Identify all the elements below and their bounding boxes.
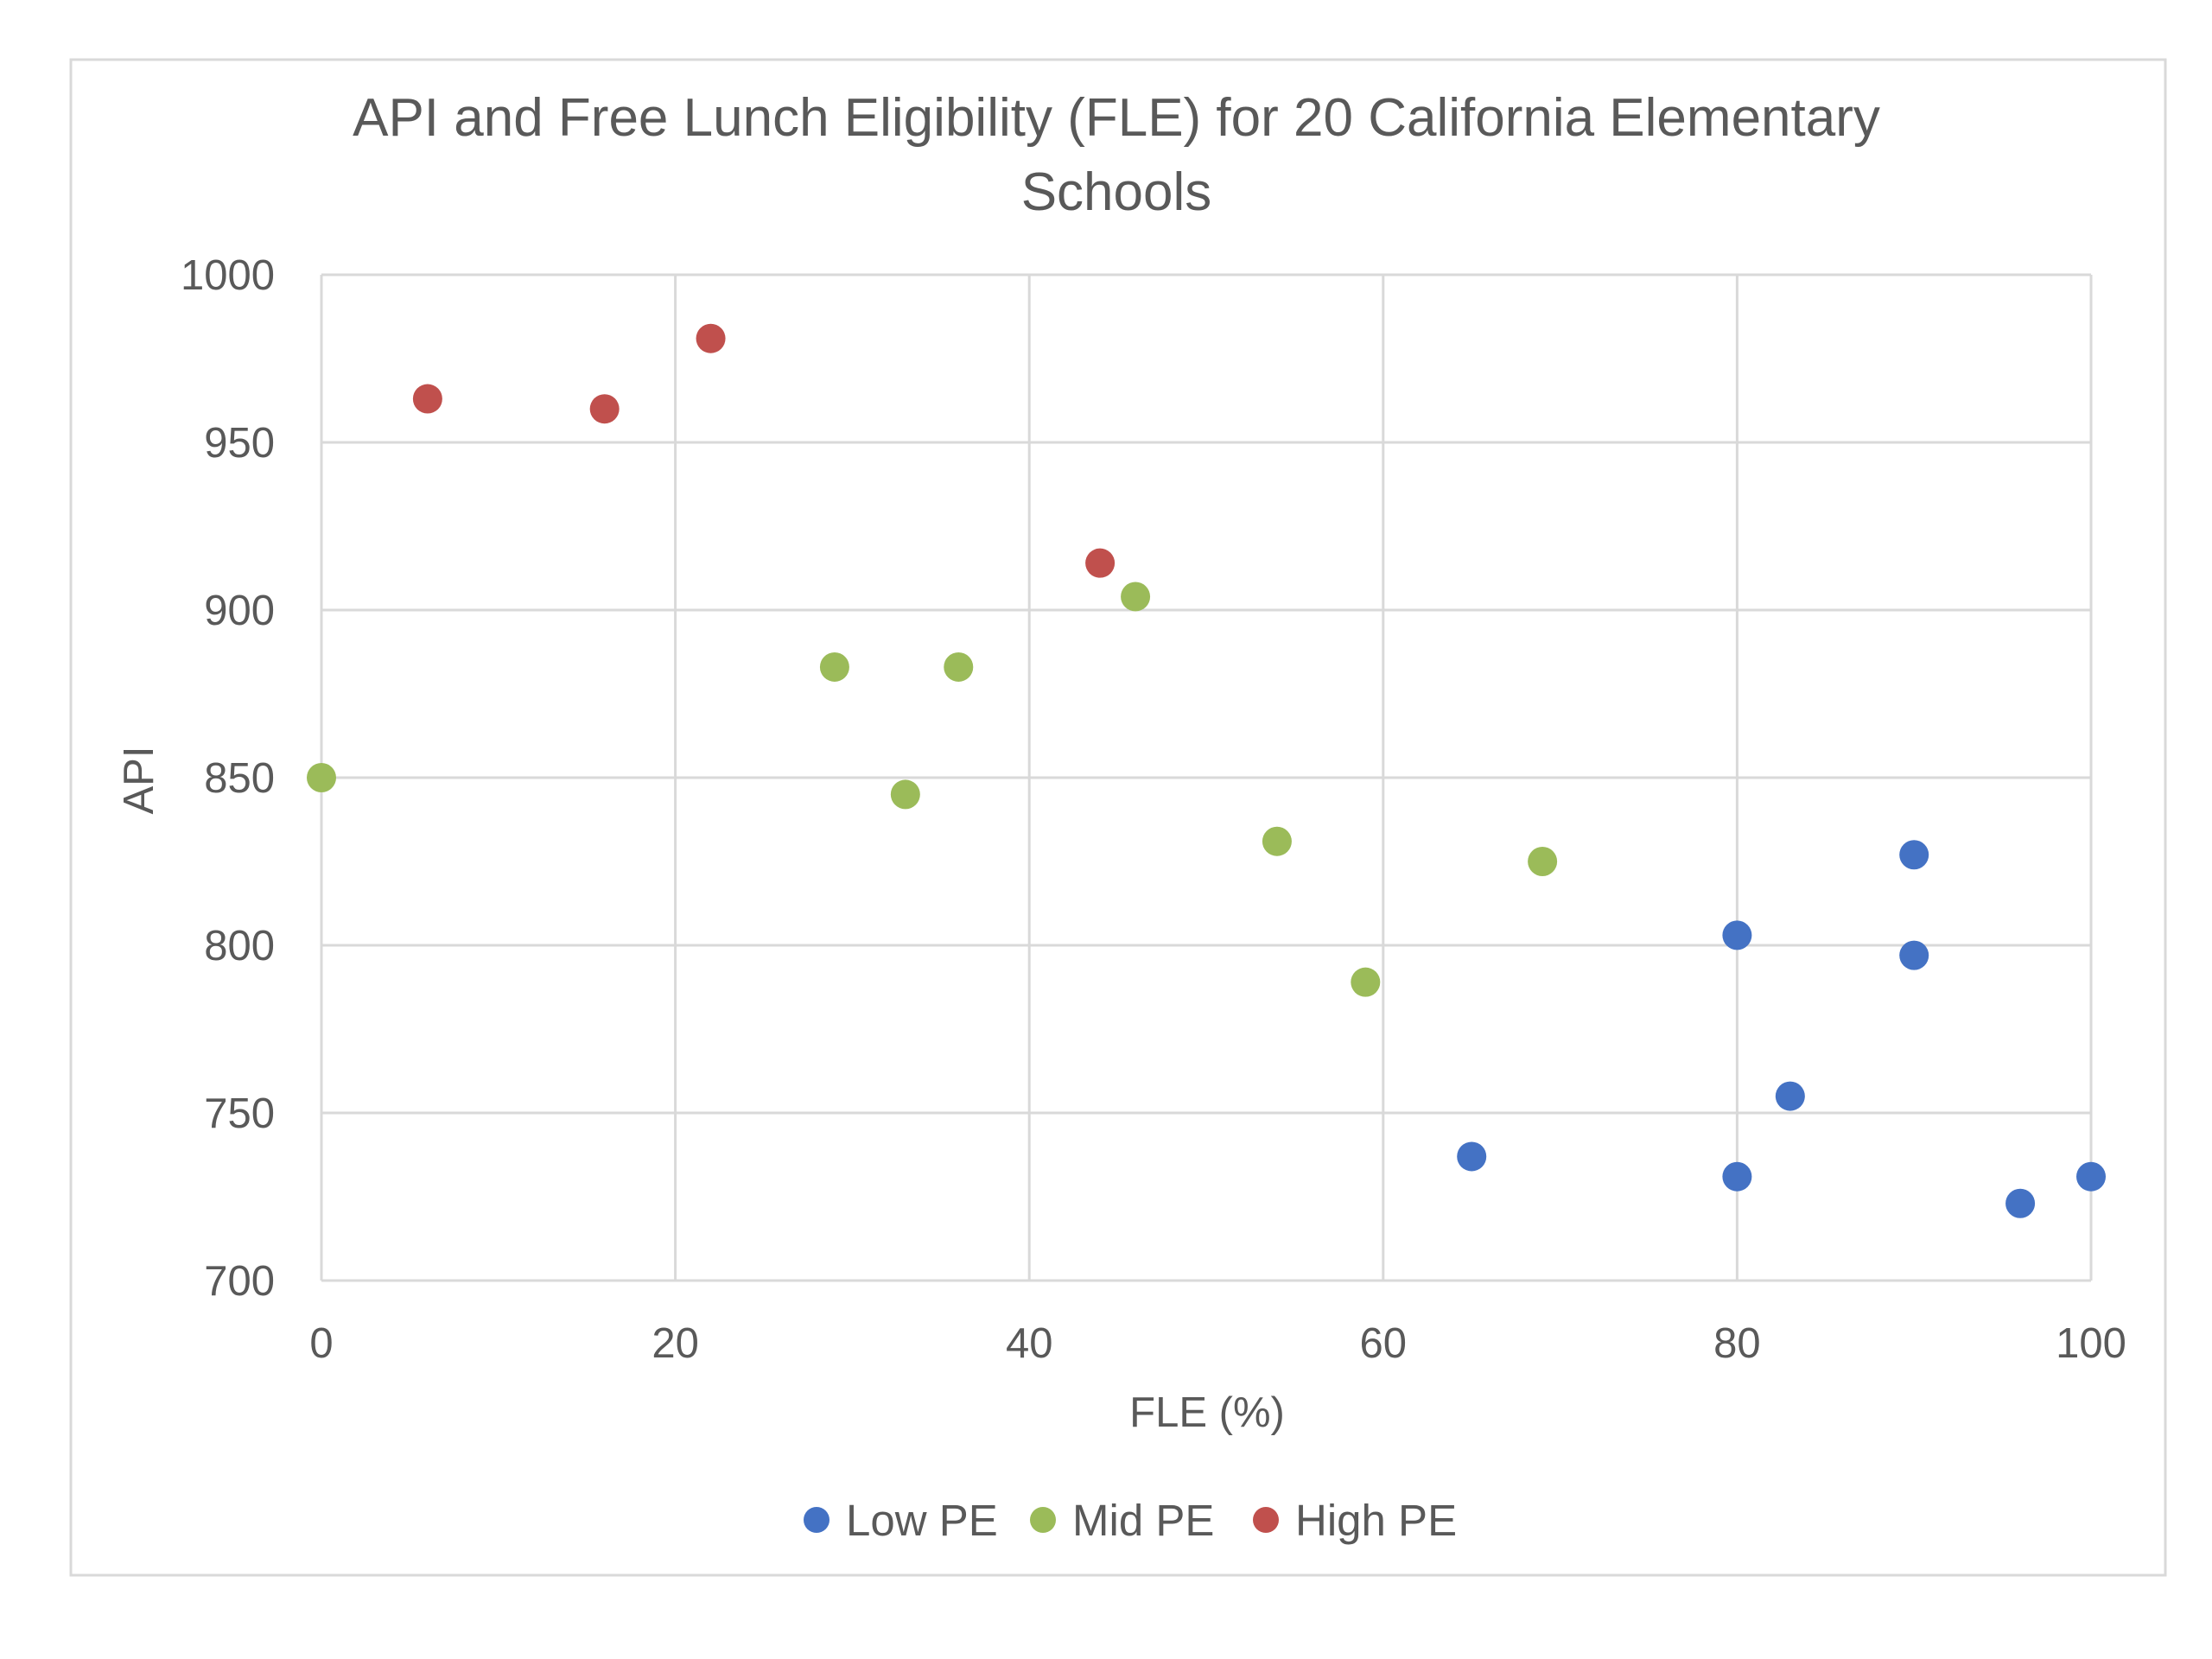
point-low-pe bbox=[1899, 840, 1929, 870]
y-tick-label: 1000 bbox=[181, 252, 275, 299]
point-high-pe bbox=[696, 323, 726, 353]
point-mid-pe bbox=[307, 763, 336, 792]
y-axis-title: API bbox=[116, 747, 162, 815]
point-mid-pe bbox=[1121, 582, 1151, 612]
point-low-pe bbox=[1899, 940, 1929, 970]
y-tick-label: 750 bbox=[204, 1090, 275, 1137]
point-low-pe bbox=[1457, 1141, 1487, 1172]
legend-marker-low-pe bbox=[804, 1507, 830, 1533]
legend-label-mid-pe: Mid PE bbox=[1072, 1496, 1214, 1545]
point-mid-pe bbox=[1262, 826, 1292, 856]
legend-marker-mid-pe bbox=[1030, 1507, 1056, 1533]
chart-title-line-2: Schools bbox=[1021, 162, 1212, 222]
legend-label-low-pe: Low PE bbox=[846, 1496, 998, 1545]
legend: Low PE Mid PE High PE bbox=[804, 1496, 1457, 1545]
y-tick-label: 900 bbox=[204, 588, 275, 634]
x-tick-label: 80 bbox=[1713, 1320, 1761, 1367]
point-low-pe bbox=[2076, 1161, 2106, 1192]
chart-title-line-1: API and Free Lunch Eligibility (FLE) for… bbox=[353, 88, 1880, 148]
x-tick-label: 100 bbox=[2056, 1320, 2126, 1367]
x-tick-label: 60 bbox=[1360, 1320, 1408, 1367]
point-low-pe bbox=[1722, 1161, 1752, 1192]
data-points bbox=[307, 323, 2106, 1218]
point-mid-pe bbox=[1351, 967, 1381, 997]
point-high-pe bbox=[589, 394, 620, 424]
point-mid-pe bbox=[890, 779, 920, 810]
point-low-pe bbox=[1722, 920, 1752, 950]
point-low-pe bbox=[2005, 1188, 2036, 1218]
x-tick-label: 20 bbox=[652, 1320, 699, 1367]
point-high-pe bbox=[412, 384, 442, 414]
x-axis-title: FLE (%) bbox=[1129, 1389, 1285, 1436]
point-mid-pe bbox=[819, 652, 849, 682]
chart-area-frame bbox=[69, 58, 2167, 1577]
x-tick-label: 0 bbox=[309, 1320, 333, 1367]
legend-label-high-pe: High PE bbox=[1295, 1496, 1457, 1545]
y-tick-label: 700 bbox=[204, 1258, 275, 1305]
tick-labels: 700 750 800 850 900 950 1000 0 20 40 60 80 100 bbox=[181, 252, 2126, 1367]
y-tick-label: 850 bbox=[204, 755, 275, 802]
x-tick-label: 40 bbox=[1006, 1320, 1053, 1367]
y-tick-label: 800 bbox=[204, 923, 275, 969]
point-low-pe bbox=[1775, 1081, 1805, 1111]
point-mid-pe bbox=[1528, 847, 1558, 876]
gridlines bbox=[321, 273, 2093, 1281]
y-tick-label: 950 bbox=[204, 420, 275, 467]
legend-marker-high-pe bbox=[1253, 1507, 1279, 1533]
point-mid-pe bbox=[944, 652, 974, 682]
point-high-pe bbox=[1085, 548, 1116, 578]
